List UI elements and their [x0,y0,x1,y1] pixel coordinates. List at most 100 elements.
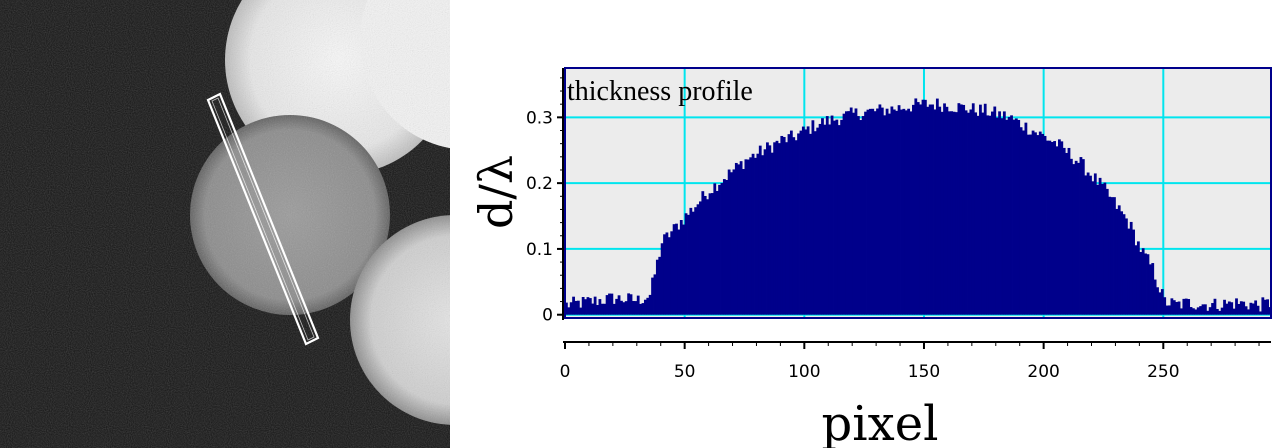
profile-bar [574,300,578,315]
profile-bar [612,303,616,315]
profile-bar [749,157,753,315]
profile-bar [1127,228,1131,315]
profile-bar [1254,300,1258,315]
profile-bar [1043,135,1047,315]
profile-bar [818,123,822,315]
profile-bar [710,193,714,315]
profile-bar [718,184,721,315]
axes [557,68,1271,349]
profile-bar [1134,245,1138,315]
profile-bar [897,105,901,315]
profile-bar [679,219,683,315]
profile-bar [830,115,834,315]
profile-bar [1187,299,1191,315]
profile-bar [777,143,781,315]
profile-bar [643,299,647,315]
profile-bar [981,112,985,315]
profile-bar [1199,306,1202,315]
plot-frame [564,67,1272,319]
profile-bar [1215,308,1219,315]
profile-bar [785,142,788,315]
profile-bar [926,106,930,315]
profile-bar [684,213,688,315]
x-axis-label: pixel [822,396,939,448]
profile-bar [593,296,597,315]
profile-bar [983,103,987,315]
profile-bar [1093,173,1097,315]
profile-bar [720,183,724,315]
profile-bar [742,169,745,315]
profile-bar [825,116,829,315]
profile-bar [598,299,602,315]
profile-bar [1172,300,1176,315]
profile-bar [1189,307,1193,315]
profile-bar [998,111,1001,315]
profile-bar [859,120,863,315]
profile-bar [722,179,726,315]
profile-bar [1125,218,1128,315]
profile-bar [923,99,927,315]
profile-bar [1223,299,1226,315]
x-tick-label: 50 [674,362,696,382]
profile-bar [837,125,841,315]
profile-bar [1122,214,1126,315]
profile-bar [1096,184,1100,315]
profile-bar [902,108,906,315]
profile-bar [928,104,932,315]
profile-bar [1237,303,1241,315]
profile-bar [1002,111,1006,315]
profile-bar [811,120,815,315]
profile-bar [1024,122,1028,315]
profile-bar [813,131,817,315]
profile-bar [945,106,949,315]
profile-bar [1048,140,1052,315]
profile-bar [873,111,877,315]
profile-bar [835,119,839,315]
profile-bar [768,145,772,315]
profile-bar [660,243,664,315]
profile-bar [809,133,812,315]
profile-bar [1232,308,1236,315]
profile-bar [801,126,805,315]
profile-bar [868,108,872,315]
profile-bar [1050,141,1054,315]
thickness-profile-chart: 0 0.1 0.2 0.3 0 50 100 150 200 250 thickness prof… [469,67,1272,448]
profile-bar [1249,302,1253,315]
profile-bar [1065,152,1068,315]
profile-bar [699,201,702,315]
profile-bar [646,297,650,315]
profile-bar [770,152,774,315]
profile-bar [1151,263,1155,315]
profile-bar [696,204,700,315]
profile-bar [746,159,750,315]
profile-bar [1213,298,1217,315]
profile-bar [854,108,858,315]
profile-bar [880,107,884,315]
profile-bar [584,299,587,315]
profile-bar [1007,116,1011,315]
profile-bar [775,140,779,315]
profile-bar [622,302,626,315]
profile-bar [1069,158,1073,315]
profile-bar [955,112,958,315]
profile-bar [935,98,939,315]
profile-bar [821,118,824,315]
y-tick-label: 0.3 [526,108,553,128]
profile-bar [782,137,786,315]
profile-bar [852,112,855,315]
profile-bar [1046,140,1049,315]
profile-bar [990,111,994,315]
profile-bar [1101,183,1104,315]
profile-bar [1081,159,1085,315]
profile-bar [617,295,621,315]
profile-bar [667,237,671,315]
profile-bar [1060,141,1064,315]
profile-bar [1141,248,1145,315]
profile-bar [962,104,966,315]
roi-rectangle[interactable] [206,92,320,346]
profile-bar [1225,303,1229,315]
profile-bar [751,153,755,315]
profile-bar [1005,119,1009,315]
profile-bar [940,111,944,315]
tick-labels: 0 0.1 0.2 0.3 0 50 100 150 200 250 [526,108,1180,382]
